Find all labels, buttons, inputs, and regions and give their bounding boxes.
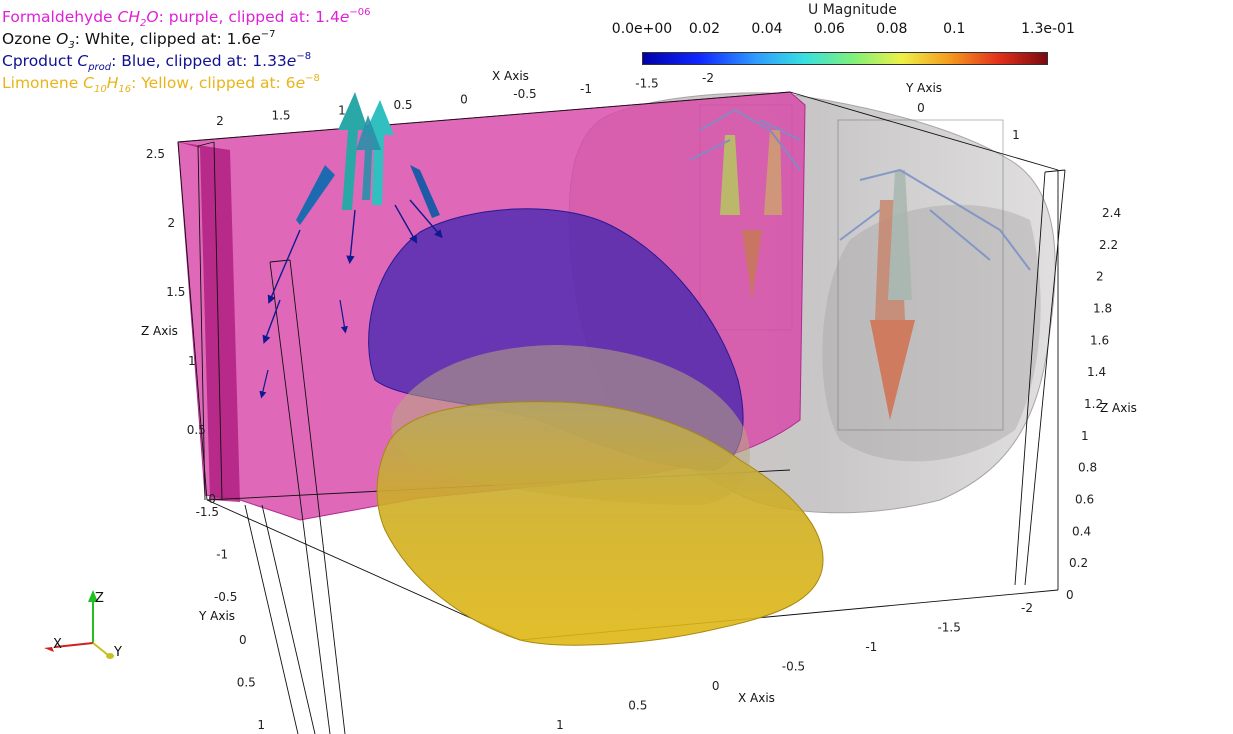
legend-line: Formaldehyde CH2O: purple, clipped at: 1… [2,7,371,29]
y-axis-left-title: Y Axis [198,609,235,623]
axis-tick-label: 0.4 [1072,524,1091,538]
axis-tick-label: 0.2 [1069,556,1088,570]
axis-tick-label: 0 [208,492,216,506]
axis-tick-label: 0.5 [628,699,647,713]
axis-tick-label: 2 [168,216,176,230]
axis-tick-label: -2 [1021,601,1033,615]
colorbar-title: U Magnitude [808,2,897,18]
colorbar-tick-label: 0.04 [751,21,783,37]
axis-tick-label: 1.2 [1084,397,1103,411]
colorbar-tick-label: 0.08 [876,21,908,37]
limonene-surface [376,401,824,646]
velocity-arrows-right [689,108,1031,420]
axis-tick-label: 0.8 [1078,461,1097,475]
colorbar-tick-label: 0.0e+00 [611,21,673,37]
orientation-z-label: Z [95,591,104,606]
legend-line: Limonene C10H16: Yellow, clipped at: 6e−… [2,73,320,95]
z-axis-left-title: Z Axis [141,324,178,338]
colorbar-tick-label: 0.02 [688,21,721,37]
velocity-arrows-left [259,92,443,399]
axis-tick-label: 2 [216,114,224,128]
axis-tick-label: 0.5 [393,98,412,112]
axis-tick-label: 0.5 [237,675,256,689]
legend-line: Cproduct Cprod: Blue, clipped at: 1.33e−… [2,51,312,73]
axis-tick-label: 1.5 [166,285,185,299]
colorbar-tick-label: 1.3e-01 [1021,21,1075,37]
z-axis-right-title: Z Axis [1100,401,1137,415]
axis-tick-label: -1 [580,82,592,96]
axis-tick-label: 1.4 [1087,365,1106,379]
axis-tick-label: 1 [556,718,564,732]
axis-tick-label: 0 [460,93,468,107]
axis-tick-label: 0 [917,101,925,115]
axis-tick-label: -0.5 [782,660,805,674]
axis-tick-label: 2 [1096,270,1104,284]
axis-tick-label: 0.6 [1075,493,1094,507]
orientation-axes-widget: Z X Y [44,590,122,660]
axis-tick-label: 2.2 [1099,238,1118,252]
axis-tick-label: 1 [1081,429,1089,443]
bounding-box [177,91,1066,734]
axis-tick-label: 0 [239,633,247,647]
colorbar-gradient [642,52,1048,65]
axis-tick-label: -2 [702,71,714,85]
axis-tick-label: -0.5 [513,87,536,101]
axis-tick-label: 1 [188,354,196,368]
axis-tick-label: 1 [338,103,346,117]
legend-line: Ozone O3: White, clipped at: 1.6e−7 [2,29,276,51]
axis-tick-label: -1.5 [196,505,219,519]
axis-tick-label: 1.5 [271,109,290,123]
axis-tick-label: 1 [1012,128,1020,142]
orientation-x-label: X [53,637,62,652]
axis-tick-label: -1.5 [937,621,960,635]
axis-tick-label: -1 [865,640,877,654]
axis-tick-label: 0.5 [187,423,206,437]
axis-tick-label: -1 [216,548,228,562]
axis-tick-label: 2.4 [1102,206,1121,220]
axis-tick-label: -0.5 [214,590,237,604]
colorbar-tick-label: 0.1 [943,21,966,37]
axis-tick-label: 0 [1066,588,1074,602]
x-axis-bottom-title: X Axis [738,691,775,705]
y-axis-top-title: Y Axis [905,81,942,95]
axis-tick-label: -1.5 [635,76,658,90]
axis-tick-label: 1.8 [1093,302,1112,316]
ozone-inner-lobe [822,204,1041,462]
formaldehyde-front-edge [178,142,240,502]
axis-tick-label: 1 [257,718,265,732]
axis-tick-label: 0 [712,679,720,693]
orientation-y-label: Y [113,645,122,660]
colorbar-tick-label: 0.06 [813,21,845,37]
axis-tick-label: 1.6 [1090,333,1109,347]
axis-tick-label: 2.5 [146,147,165,161]
x-axis-top-title: X Axis [492,69,529,83]
